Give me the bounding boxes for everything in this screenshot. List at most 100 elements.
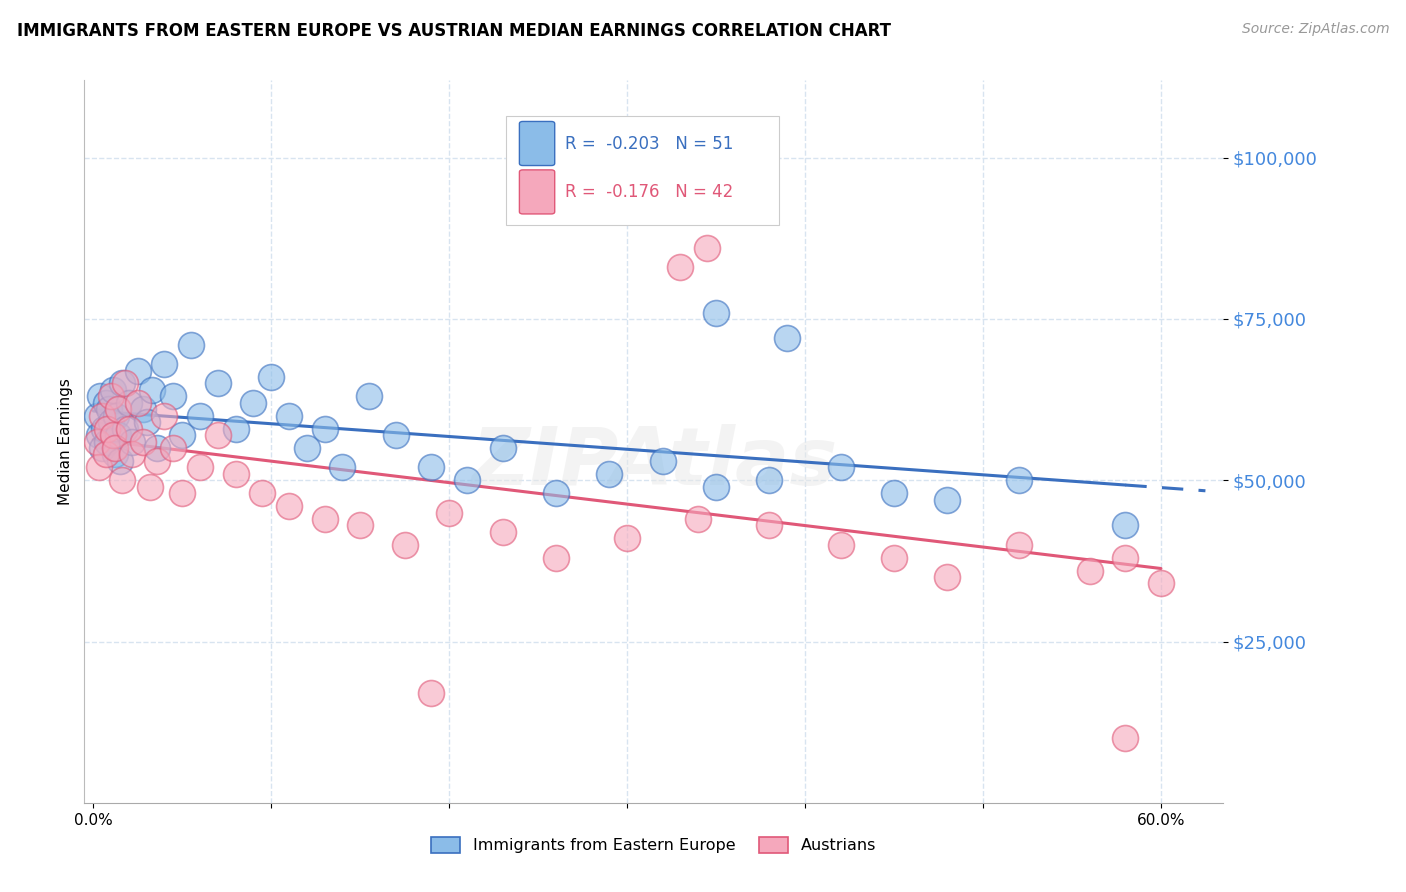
- Point: [598, 467, 620, 481]
- Point: [278, 499, 301, 513]
- Point: [141, 383, 163, 397]
- Point: [830, 538, 852, 552]
- Point: [139, 480, 162, 494]
- Point: [87, 428, 110, 442]
- Point: [89, 389, 111, 403]
- Point: [598, 183, 620, 197]
- Text: R =  -0.203   N = 51: R = -0.203 N = 51: [565, 135, 734, 153]
- Point: [111, 473, 134, 487]
- FancyBboxPatch shape: [519, 169, 555, 214]
- Point: [544, 486, 567, 500]
- Point: [704, 480, 727, 494]
- Point: [295, 441, 318, 455]
- Text: IMMIGRANTS FROM EASTERN EUROPE VS AUSTRIAN MEDIAN EARNINGS CORRELATION CHART: IMMIGRANTS FROM EASTERN EUROPE VS AUSTRI…: [17, 22, 891, 40]
- Point: [86, 434, 108, 449]
- Point: [936, 492, 959, 507]
- Point: [127, 396, 149, 410]
- Point: [359, 389, 381, 403]
- Point: [420, 460, 443, 475]
- Text: R =  -0.176   N = 42: R = -0.176 N = 42: [565, 183, 733, 201]
- Point: [114, 376, 136, 391]
- Point: [883, 486, 905, 500]
- Y-axis label: Median Earnings: Median Earnings: [58, 378, 73, 505]
- Point: [114, 422, 136, 436]
- Point: [1007, 538, 1029, 552]
- Point: [544, 550, 567, 565]
- Point: [127, 363, 149, 377]
- Point: [1007, 473, 1029, 487]
- Point: [1150, 576, 1173, 591]
- Point: [384, 428, 406, 442]
- Point: [101, 383, 124, 397]
- Point: [162, 389, 184, 403]
- Point: [207, 428, 229, 442]
- Point: [758, 473, 780, 487]
- Point: [776, 331, 799, 345]
- FancyBboxPatch shape: [506, 116, 779, 225]
- Point: [107, 428, 129, 442]
- Point: [91, 441, 114, 455]
- Point: [121, 434, 143, 449]
- Point: [242, 396, 264, 410]
- Point: [456, 473, 478, 487]
- Point: [121, 447, 143, 461]
- Point: [651, 454, 673, 468]
- Point: [332, 460, 354, 475]
- Point: [314, 422, 336, 436]
- Text: ZIPAtlas: ZIPAtlas: [471, 425, 837, 502]
- Point: [111, 376, 134, 391]
- Point: [94, 447, 117, 461]
- Point: [172, 486, 194, 500]
- Point: [437, 506, 460, 520]
- Point: [225, 422, 247, 436]
- Point: [420, 686, 443, 700]
- Point: [830, 460, 852, 475]
- Point: [936, 570, 959, 584]
- Point: [162, 441, 184, 455]
- Point: [394, 538, 416, 552]
- Point: [704, 305, 727, 319]
- Point: [172, 428, 194, 442]
- Point: [107, 402, 129, 417]
- Point: [252, 486, 274, 500]
- Point: [100, 389, 122, 403]
- Point: [91, 409, 114, 423]
- Point: [188, 409, 211, 423]
- Point: [93, 422, 115, 436]
- Point: [1078, 564, 1101, 578]
- Point: [146, 454, 169, 468]
- Point: [132, 402, 155, 417]
- Point: [225, 467, 247, 481]
- Point: [86, 409, 108, 423]
- Point: [96, 422, 118, 436]
- Point: [349, 518, 371, 533]
- Point: [118, 396, 141, 410]
- Point: [101, 428, 124, 442]
- Point: [883, 550, 905, 565]
- Point: [96, 434, 118, 449]
- Point: [1114, 518, 1136, 533]
- Legend: Immigrants from Eastern Europe, Austrians: Immigrants from Eastern Europe, Austrian…: [425, 830, 883, 860]
- Point: [180, 338, 202, 352]
- Point: [132, 434, 155, 449]
- Point: [1114, 731, 1136, 746]
- Point: [104, 441, 127, 455]
- Point: [87, 460, 110, 475]
- Point: [758, 518, 780, 533]
- FancyBboxPatch shape: [519, 121, 555, 166]
- Point: [491, 441, 513, 455]
- Point: [153, 409, 176, 423]
- Point: [153, 357, 176, 371]
- Point: [696, 241, 718, 255]
- Point: [1114, 550, 1136, 565]
- Point: [207, 376, 229, 391]
- Point: [188, 460, 211, 475]
- Text: Source: ZipAtlas.com: Source: ZipAtlas.com: [1241, 22, 1389, 37]
- Point: [146, 441, 169, 455]
- Point: [94, 396, 117, 410]
- Point: [260, 370, 283, 384]
- Point: [616, 531, 638, 545]
- Point: [135, 415, 157, 429]
- Point: [98, 402, 121, 417]
- Point: [118, 422, 141, 436]
